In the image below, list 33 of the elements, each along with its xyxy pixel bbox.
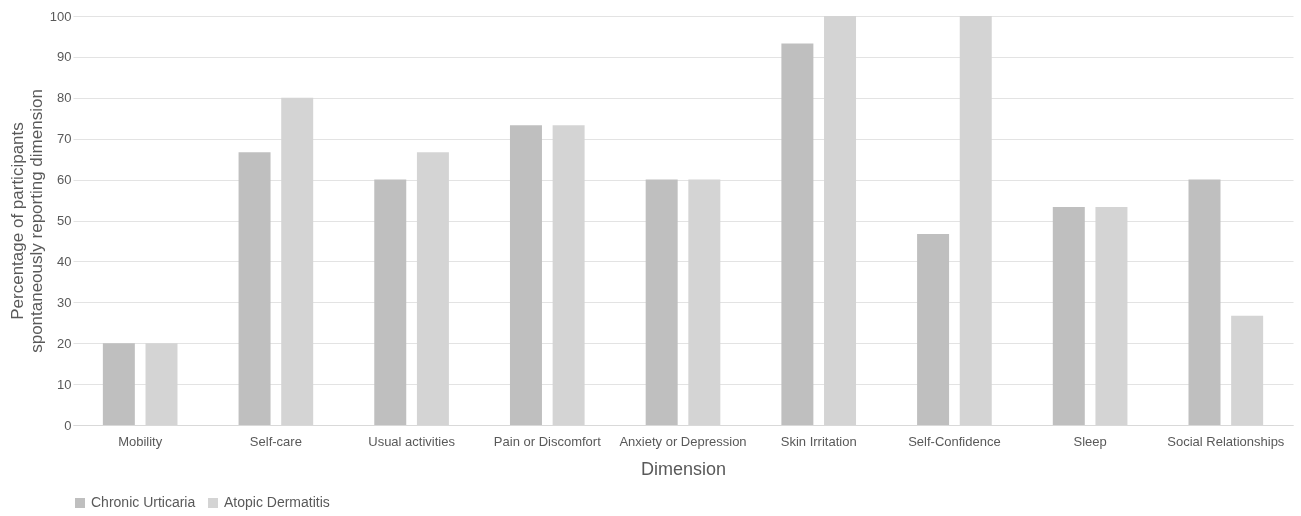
legend-label: Chronic Urticaria [91, 494, 196, 510]
bar [1052, 207, 1085, 425]
x-tick-label: Self-care [249, 433, 302, 449]
y-tick-label: 50 [57, 213, 72, 228]
y-tick-label: 80 [57, 90, 72, 106]
bar [238, 152, 271, 425]
bar [917, 234, 950, 425]
y-tick-label: 100 [49, 8, 72, 24]
x-axis-title: Dimension [640, 458, 727, 479]
bar [1188, 179, 1221, 425]
y-tick-label: 60 [57, 172, 72, 188]
bar [509, 125, 542, 425]
bar [102, 343, 135, 425]
bar [374, 179, 407, 425]
bar [645, 179, 678, 425]
legend-label: Atopic Dermatitis [224, 494, 330, 510]
x-tick-label: Skin Irritation [780, 433, 857, 449]
y-tick-label: 30 [57, 294, 72, 310]
y-tick-label: 0 [64, 417, 72, 433]
y-tick-label: 70 [57, 131, 72, 147]
y-tick-label: 90 [57, 49, 72, 65]
y-tick-label: 40 [57, 253, 72, 269]
bar [781, 43, 814, 425]
x-tick-label: Anxiety or Depression [619, 433, 747, 449]
x-tick-label: Usual activities [368, 433, 456, 449]
x-tick-label: Mobility [118, 433, 163, 449]
x-tick-label: Pain or Discomfort [493, 433, 602, 449]
y-axis-title: Percentage of participants spontaneously reporting dimension [7, 89, 46, 353]
y-tick-label: 20 [57, 335, 72, 351]
x-tick-label: Sleep [1073, 433, 1107, 449]
x-tick-label: Self-Confidence [908, 433, 1001, 449]
x-tick-label: Social Relationships [1167, 433, 1285, 449]
y-tick-label: 10 [57, 376, 72, 392]
